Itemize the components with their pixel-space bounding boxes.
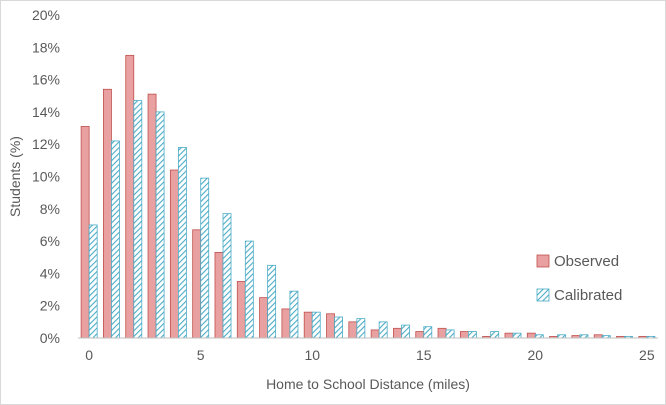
bar-calibrated bbox=[200, 177, 210, 339]
bar-observed bbox=[370, 329, 380, 339]
x-tick-label: 25 bbox=[639, 347, 655, 363]
x-axis-title: Home to School Distance (miles) bbox=[266, 376, 470, 392]
y-tick-label: 16% bbox=[32, 72, 60, 88]
legend-label-observed: Observed bbox=[554, 253, 619, 270]
bar-calibrated bbox=[401, 324, 410, 339]
bar-observed bbox=[504, 332, 514, 339]
y-tick-label: 12% bbox=[32, 136, 60, 152]
y-tick-label: 18% bbox=[32, 39, 60, 55]
bar-observed bbox=[303, 311, 313, 339]
bar-calibrated bbox=[445, 329, 455, 339]
x-axis-ticks: 0 5 10 15 20 25 bbox=[85, 347, 655, 363]
x-tick-label: 10 bbox=[304, 347, 320, 363]
bar-observed bbox=[192, 229, 202, 339]
bar-observed bbox=[103, 88, 112, 339]
y-tick-label: 20% bbox=[32, 7, 60, 23]
bar-calibrated bbox=[356, 318, 366, 339]
y-axis-ticks: 0% 2% 4% 6% 8% 10% 12% 14% 16% 18% 20% bbox=[32, 7, 60, 346]
bar-calibrated bbox=[222, 213, 232, 339]
x-tick-label: 5 bbox=[197, 347, 205, 363]
bar-calibrated bbox=[289, 290, 299, 339]
bar-calibrated bbox=[378, 321, 388, 339]
x-tick-label: 0 bbox=[85, 347, 93, 363]
legend-label-calibrated: Calibrated bbox=[554, 287, 622, 304]
legend-swatch-calibrated bbox=[536, 288, 550, 302]
y-tick-label: 14% bbox=[32, 104, 60, 120]
bar-calibrated bbox=[311, 311, 321, 339]
bar-observed bbox=[348, 321, 358, 339]
bar-observed bbox=[259, 297, 269, 339]
y-tick-label: 6% bbox=[40, 233, 60, 249]
bar-calibrated bbox=[490, 331, 500, 339]
y-tick-label: 4% bbox=[40, 265, 60, 281]
bar-calibrated bbox=[267, 264, 277, 339]
bar-observed bbox=[214, 252, 224, 339]
x-tick-label: 15 bbox=[416, 347, 432, 363]
y-tick-label: 10% bbox=[32, 169, 60, 185]
bar-calibrated bbox=[334, 316, 343, 339]
bar-observed bbox=[437, 327, 447, 339]
bar-observed bbox=[147, 93, 157, 339]
series-calibrated bbox=[88, 100, 656, 339]
bar-observed bbox=[326, 313, 335, 339]
y-tick-label: 0% bbox=[40, 330, 60, 346]
bar-observed bbox=[393, 327, 402, 339]
bar-observed bbox=[526, 332, 536, 339]
legend-swatch-observed bbox=[536, 254, 550, 268]
bar-calibrated bbox=[512, 332, 522, 339]
bar-observed bbox=[80, 126, 90, 339]
bar-calibrated bbox=[244, 240, 254, 339]
bar-observed bbox=[125, 54, 135, 339]
bar-calibrated bbox=[111, 140, 120, 339]
legend: Observed Calibrated bbox=[536, 253, 622, 304]
bar-calibrated bbox=[177, 147, 187, 339]
bar-observed bbox=[236, 281, 246, 339]
bar-calibrated bbox=[423, 326, 433, 339]
bar-calibrated bbox=[467, 331, 477, 339]
bar-observed bbox=[169, 169, 179, 339]
x-tick-label: 20 bbox=[528, 347, 544, 363]
y-tick-label: 8% bbox=[40, 201, 60, 217]
bar-series bbox=[80, 54, 656, 339]
y-tick-label: 2% bbox=[40, 298, 60, 314]
bar-observed bbox=[459, 331, 469, 339]
bar-observed bbox=[415, 331, 425, 339]
y-axis-title: Students (%) bbox=[7, 136, 23, 217]
bar-observed bbox=[281, 308, 291, 339]
bar-calibrated bbox=[88, 224, 98, 339]
bar-calibrated bbox=[133, 100, 143, 339]
bar-calibrated bbox=[155, 111, 165, 339]
